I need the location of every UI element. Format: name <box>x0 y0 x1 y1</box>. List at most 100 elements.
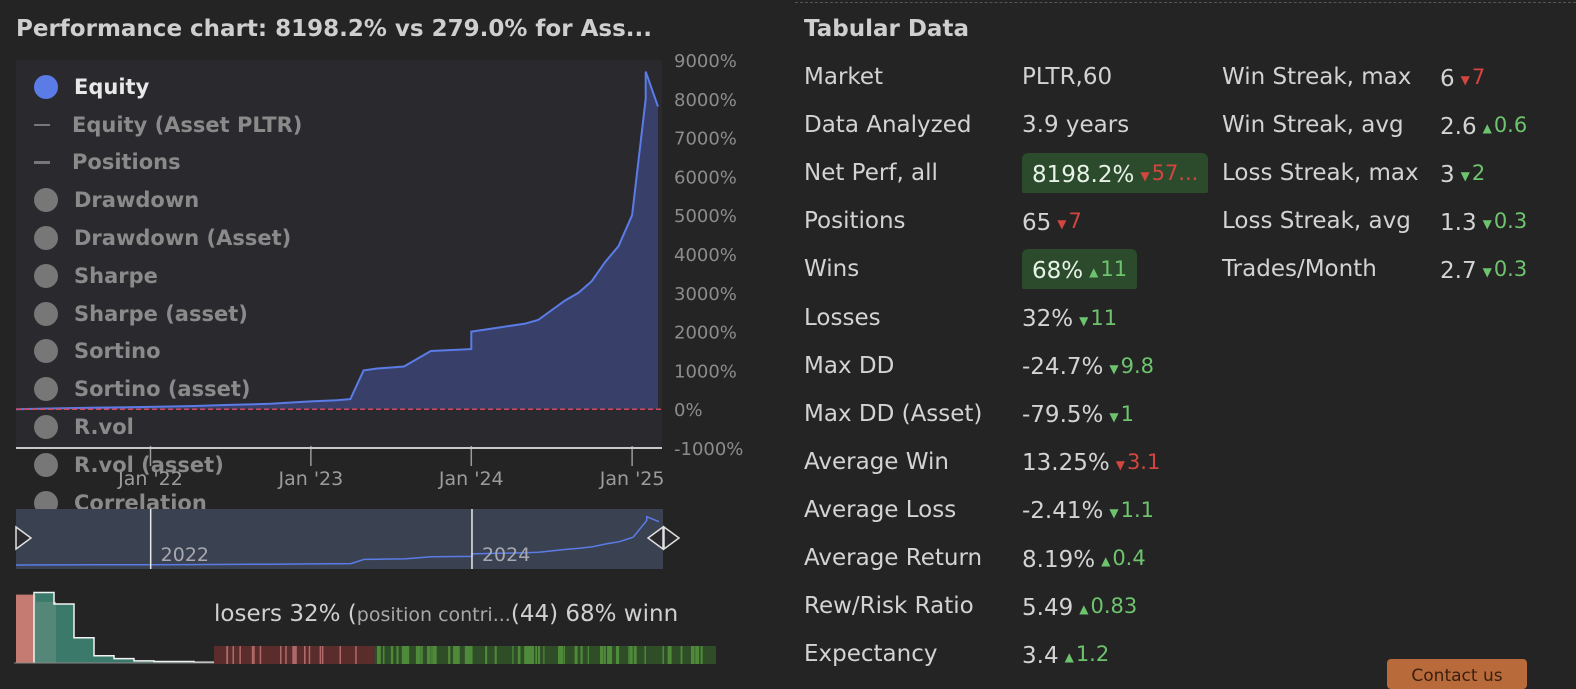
contact-us-button[interactable]: Contact us <box>1387 659 1527 689</box>
metric-label: Net Perf, all <box>804 160 938 187</box>
metric-value-text: 5.49 <box>1022 594 1074 621</box>
chart-legend: Equity Equity (Asset PLTR) Positions Drawdo… <box>34 68 302 522</box>
metric-value-cell: 13.25% ▼3.1 <box>1022 442 1160 482</box>
winner-trade-tick <box>528 646 531 664</box>
legend-dot-icon <box>34 339 58 364</box>
metric-label: Max DD (Asset) <box>804 400 983 427</box>
metric-value: 32% ▼11 <box>1022 298 1117 341</box>
navigator-year-label: 2022 <box>161 544 209 566</box>
metric-change: ▲0.6 <box>1483 105 1528 148</box>
winner-trade-tick <box>383 646 385 664</box>
winner-trade-tick <box>417 646 421 664</box>
legend-item-sortino[interactable]: Sortino <box>34 333 302 371</box>
legend-item-drawdown-asset[interactable]: Drawdown (Asset) <box>34 219 302 257</box>
triangle-down-icon: ▼ <box>1140 169 1150 184</box>
legend-item-drawdown[interactable]: Drawdown <box>34 181 302 219</box>
metric-value-text: PLTR,60 <box>1022 64 1113 90</box>
loser-trade-tick <box>292 646 294 664</box>
loser-trade-tick <box>294 646 296 664</box>
winner-trade-tick <box>629 646 633 664</box>
y-tick-label: 7000% <box>674 129 737 150</box>
winner-trade-tick <box>421 646 423 664</box>
winner-trade-tick <box>633 646 637 664</box>
metric-value: 3 ▼2 <box>1440 153 1485 196</box>
metric-value-cell: 3.4 ▲1.2 <box>1022 634 1109 674</box>
winner-trade-tick <box>512 646 514 664</box>
metric-change-text: 7 <box>1471 65 1486 89</box>
histogram-winner-bar <box>54 603 74 663</box>
metric-value: 6 ▼7 <box>1440 57 1485 100</box>
metric-label: Trades/Month <box>1222 256 1377 283</box>
performance-chart[interactable]: Jan '22 Jan '23 Jan '24 Jan '25 9000% 8000% 70… <box>0 50 790 520</box>
metric-label: Max DD <box>804 352 895 379</box>
legend-dot-icon <box>34 377 58 402</box>
navigator-right-handle-left-icon[interactable] <box>646 525 664 551</box>
triangle-down-icon: ▼ <box>1109 505 1119 520</box>
y-tick-label: 2000% <box>674 323 737 344</box>
metric-change-text: 0.3 <box>1493 257 1528 282</box>
range-navigator[interactable]: 2022 2024 <box>0 505 700 575</box>
legend-item-positions[interactable]: Positions <box>34 144 302 182</box>
metric-label: Expectancy <box>804 641 938 668</box>
winner-trade-tick <box>608 646 613 664</box>
metric-value-cell: 3.9 years <box>1022 105 1129 145</box>
triangle-down-icon: ▼ <box>1460 169 1470 184</box>
metric-change-text: 1.1 <box>1120 497 1155 522</box>
legend-label: Drawdown <box>74 188 200 213</box>
metric-value: -24.7% ▼9.8 <box>1022 346 1154 389</box>
legend-item-equity-asset-pltr[interactable]: Equity (Asset PLTR) <box>34 106 302 144</box>
metric-change-text: 0.6 <box>1493 113 1528 138</box>
metric-change-text: 2 <box>1471 161 1486 186</box>
loser-trade-tick <box>308 646 311 664</box>
legend-item-sortino-asset[interactable]: Sortino (asset) <box>34 370 302 408</box>
metric-label: Loss Streak, max <box>1222 160 1419 187</box>
triangle-down-icon: ▼ <box>1482 217 1492 232</box>
metric-label: Rew/Risk Ratio <box>804 593 974 620</box>
triangle-up-icon: ▲ <box>1064 650 1074 665</box>
metric-change: ▲0.83 <box>1079 586 1137 629</box>
legend-dot-icon <box>34 452 58 477</box>
metric-value-text: 3 <box>1440 161 1455 188</box>
winner-trade-tick <box>558 646 562 664</box>
metric-value-cell: -24.7% ▼9.8 <box>1022 346 1154 386</box>
loser-trade-tick <box>251 646 254 664</box>
winner-trade-tick <box>628 646 630 664</box>
legend-item-r-vol[interactable]: R.vol <box>34 408 302 446</box>
winner-trade-tick <box>667 646 672 664</box>
triangle-up-icon: ▲ <box>1079 602 1089 617</box>
winner-trade-tick <box>695 646 700 664</box>
triangle-up-icon: ▲ <box>1101 554 1111 568</box>
legend-label: R.vol (asset) <box>74 452 224 477</box>
metric-value: 68% ▲11 <box>1022 249 1138 290</box>
legend-item-equity[interactable]: Equity <box>34 68 302 106</box>
metric-value-cell: 8198.2% ▼57... <box>1022 153 1210 194</box>
navigator-right-handle-icon[interactable] <box>663 525 681 551</box>
metric-value-text: 2.7 <box>1440 257 1477 284</box>
winner-trade-tick <box>604 646 606 664</box>
winner-trade-tick <box>427 646 431 664</box>
y-tick-label: 0% <box>674 400 703 421</box>
legend-item-sharpe-asset[interactable]: Sharpe (asset) <box>34 295 302 333</box>
winner-trade-tick <box>563 646 565 664</box>
metric-value: 1.3 ▼0.3 <box>1440 201 1527 244</box>
legend-item-sharpe[interactable]: Sharpe <box>34 257 302 295</box>
metric-change: ▲11 <box>1089 249 1127 289</box>
equity-line <box>15 71 659 411</box>
navigator-left-handle-icon[interactable] <box>15 525 33 551</box>
legend-label: R.vol <box>74 415 134 440</box>
winners-text: (44) 68% winn <box>510 601 679 627</box>
metric-change-text: 11 <box>1100 257 1128 282</box>
winner-trade-tick <box>464 646 467 664</box>
legend-item-r-vol-asset[interactable]: R.vol (asset) <box>34 446 302 484</box>
navigator-equity-line <box>15 515 660 566</box>
metric-value-cell: -2.41% ▼1.1 <box>1022 490 1154 530</box>
winner-trade-tick <box>543 646 545 664</box>
legend-dot-icon <box>34 188 58 213</box>
triangle-up-icon: ▲ <box>1482 121 1492 136</box>
winner-trade-tick <box>600 646 604 664</box>
winner-trade-tick <box>432 646 437 664</box>
metric-value-text: -24.7% <box>1022 354 1104 381</box>
loser-trade-tick <box>321 646 324 664</box>
metric-label: Losses <box>804 304 881 331</box>
loser-trade-tick <box>259 646 262 664</box>
